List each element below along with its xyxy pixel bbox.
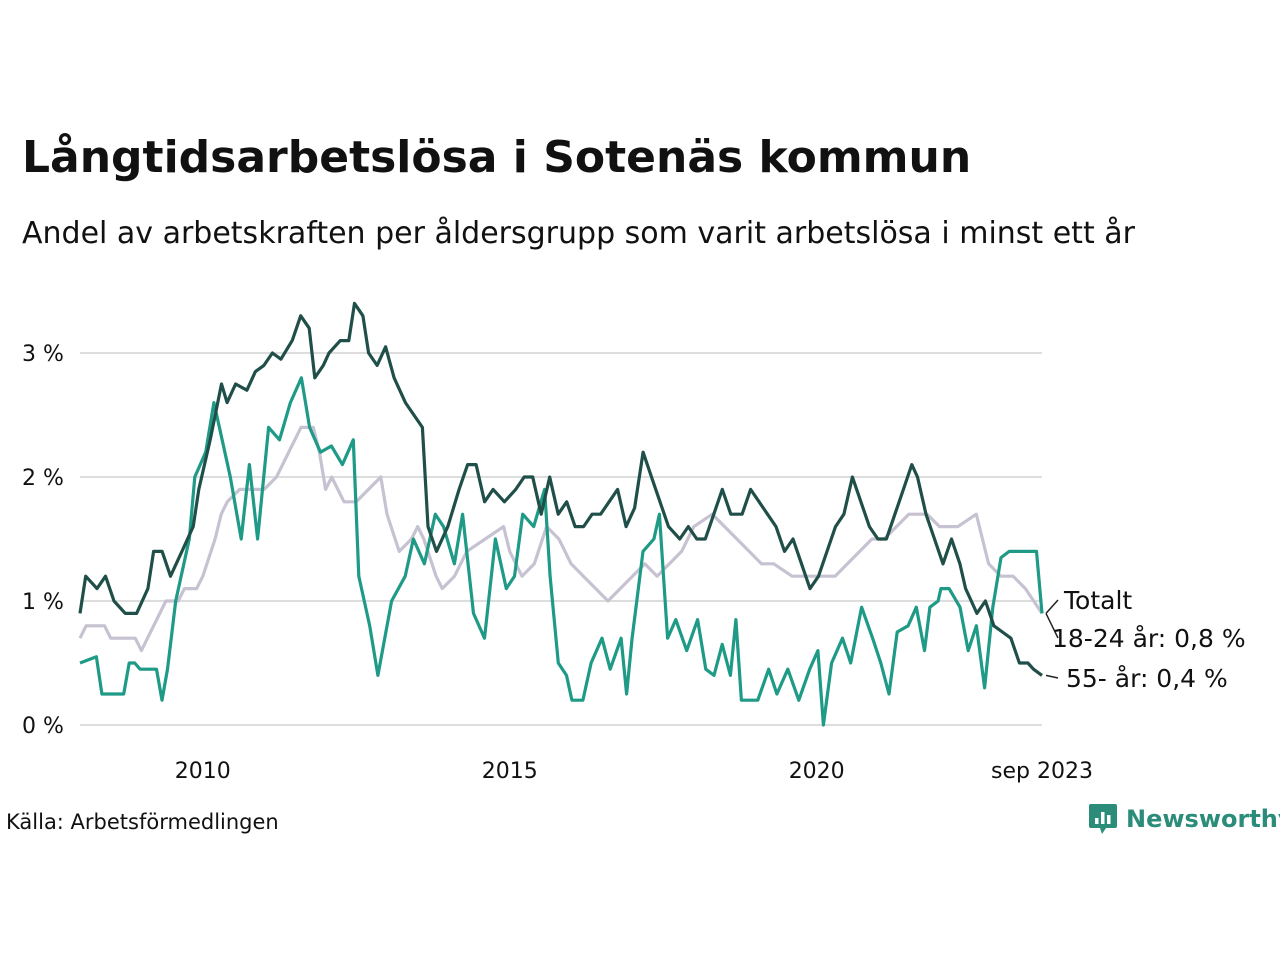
x-tick-label: 2010 (175, 759, 231, 784)
chart-title: Långtidsarbetslösa i Sotenäs kommun (22, 132, 972, 183)
series-end-labels: Totalt 18-24 år: 0,8 % 55- år: 0,4 % (1045, 586, 1246, 693)
source-note: Källa: Arbetsförmedlingen (6, 810, 279, 834)
series-line-2 (78, 301, 1043, 677)
series-line-0 (78, 425, 1044, 653)
gridlines (80, 352, 1042, 726)
chart-subtitle: Andel av arbetskraften per åldersgrupp s… (22, 216, 1135, 251)
series-lines (78, 301, 1044, 727)
series-end-label: 55- år: 0,4 % (1066, 664, 1228, 693)
series-end-label: Totalt (1063, 586, 1132, 615)
y-tick-label: 2 % (22, 466, 64, 491)
newsworthy-logo-icon (1089, 804, 1117, 834)
x-tick-label: sep 2023 (991, 759, 1093, 784)
x-tick-label: 2020 (789, 759, 845, 784)
x-axis-ticks: 2010 2015 2020 sep 2023 (175, 759, 1093, 784)
y-tick-label: 0 % (22, 714, 64, 739)
label-leader-line (1045, 674, 1059, 679)
y-tick-label: 1 % (22, 590, 64, 615)
y-tick-label: 3 % (22, 342, 64, 367)
y-axis-ticks: 0 % 1 % 2 % 3 % (22, 342, 64, 739)
series-line-1 (79, 376, 1044, 727)
series-end-label: 18-24 år: 0,8 % (1052, 624, 1246, 653)
brand-name: Newsworthy (1126, 805, 1280, 833)
brand-logo: Newsworthy (1088, 802, 1280, 836)
x-tick-label: 2015 (482, 759, 538, 784)
label-leader-line (1045, 599, 1059, 614)
label-leader-line (1045, 613, 1059, 639)
